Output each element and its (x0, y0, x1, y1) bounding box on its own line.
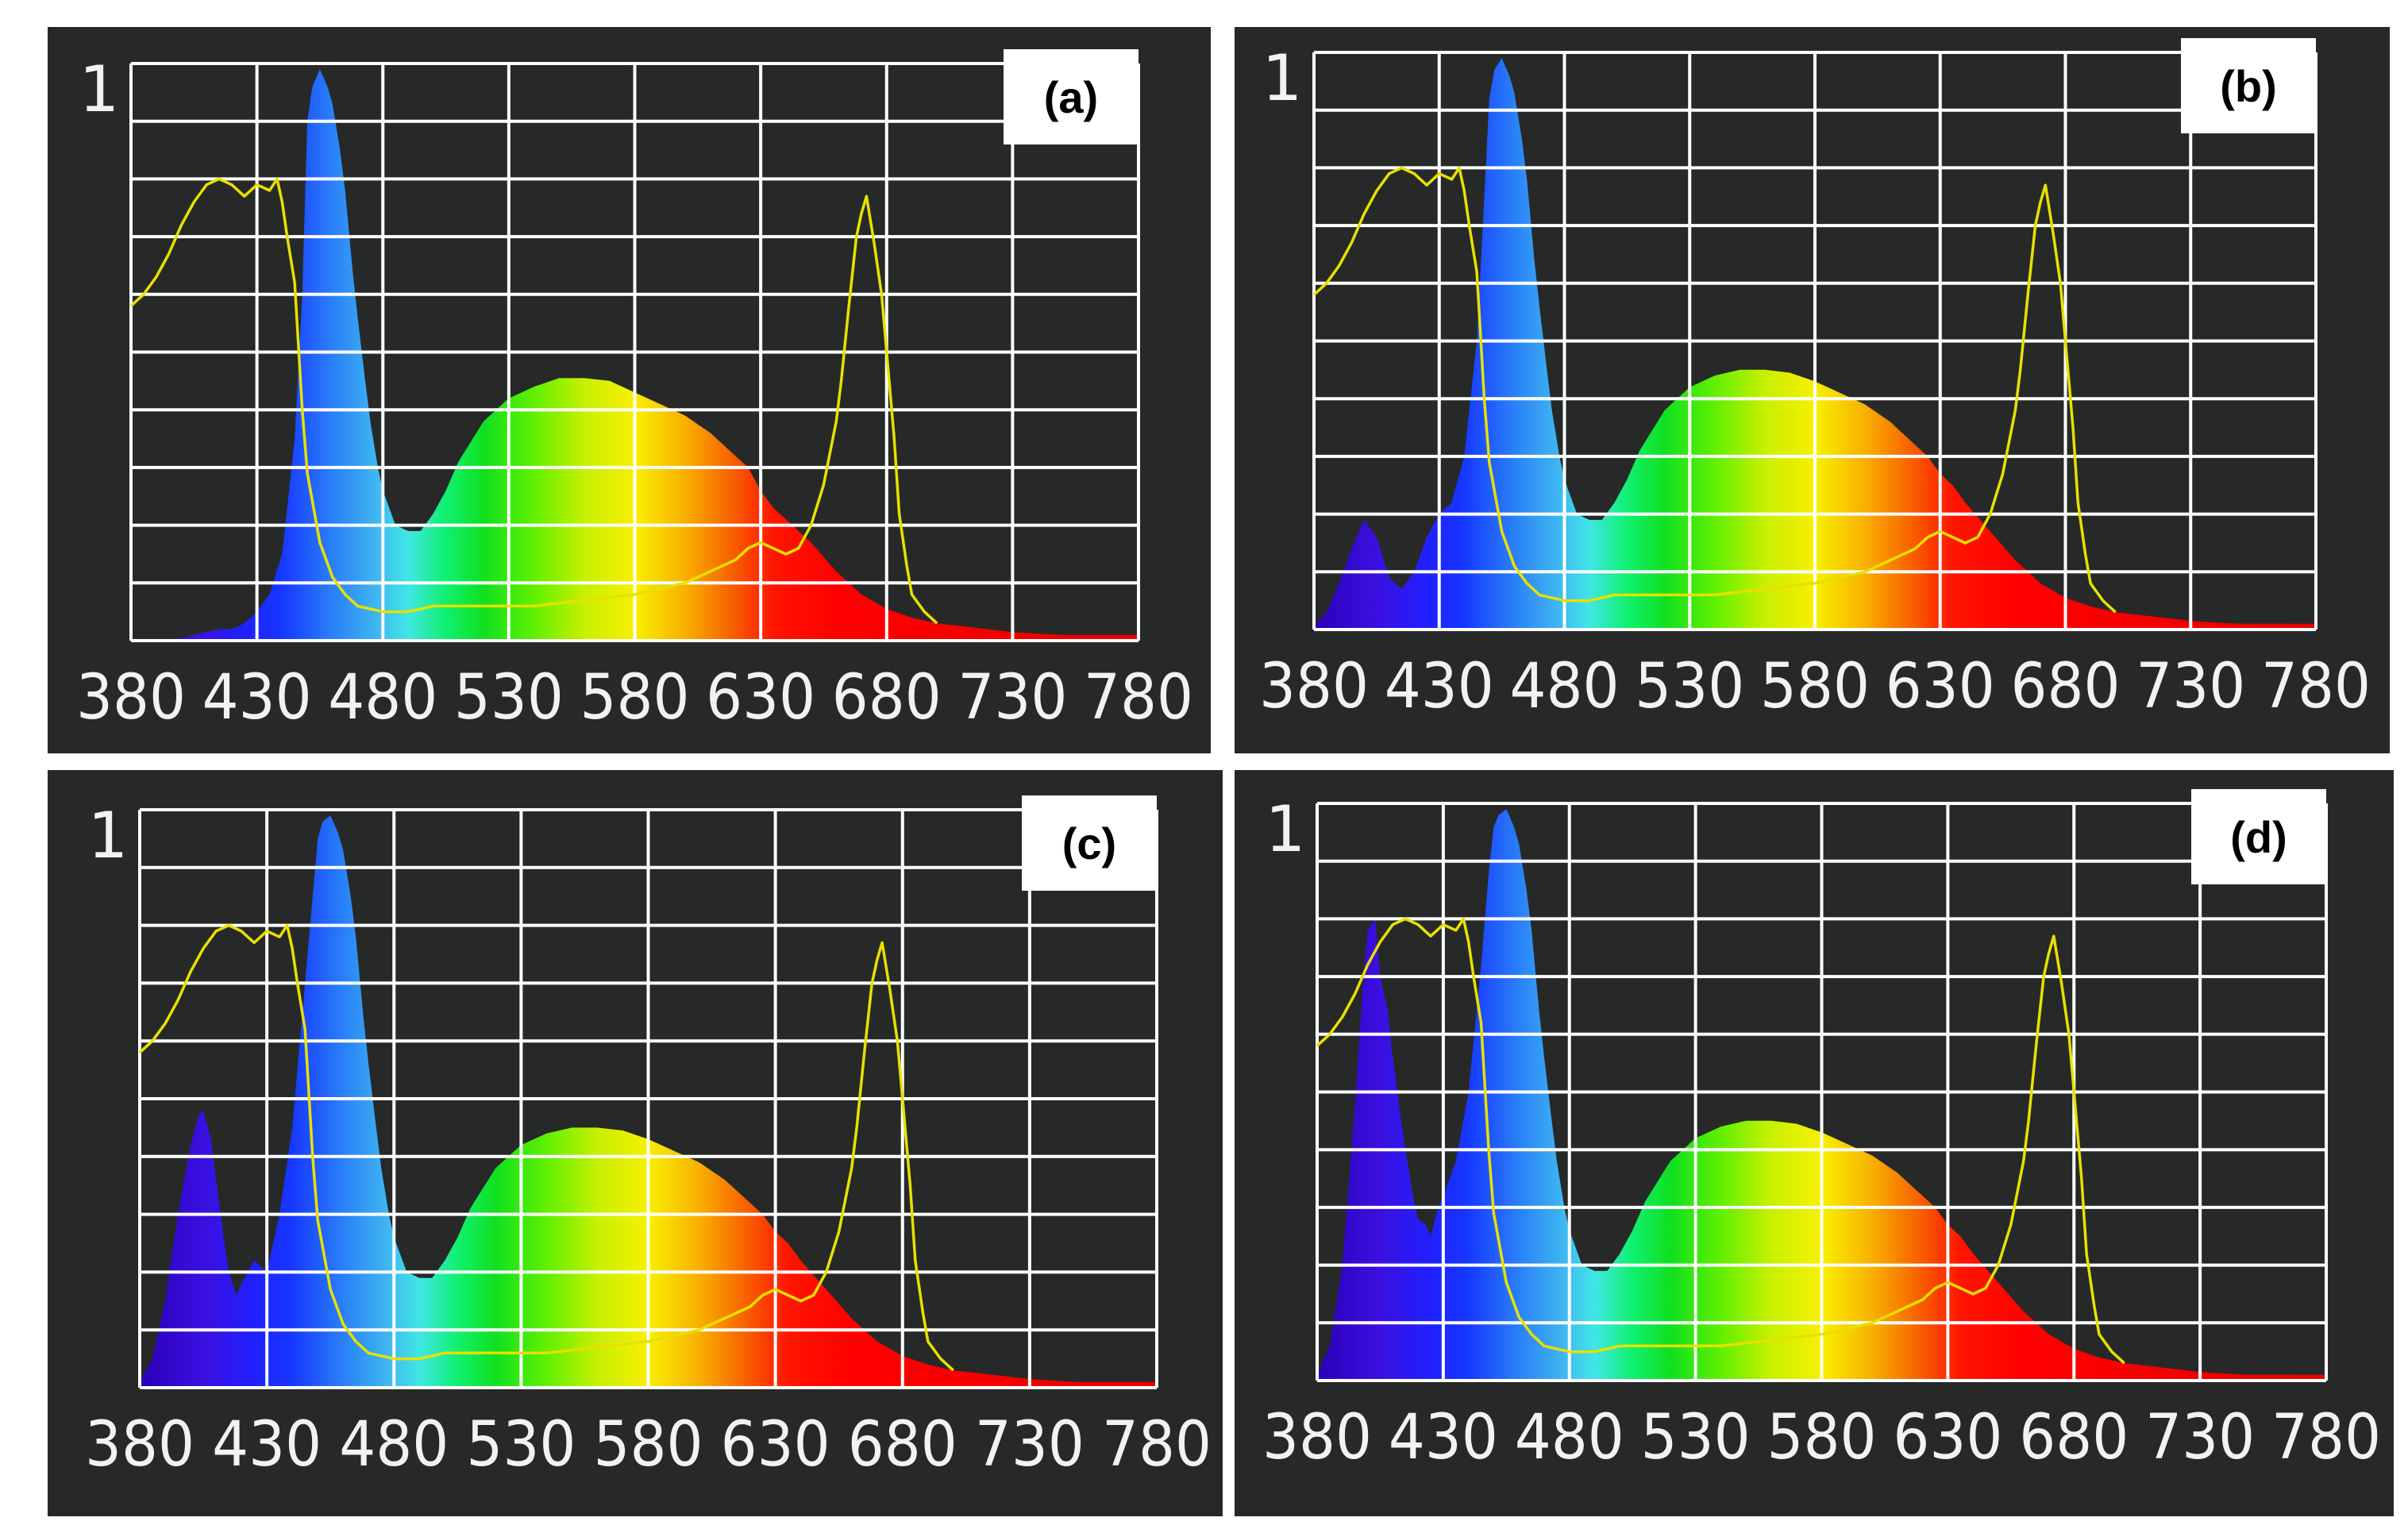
x-tick-label: 580 (580, 662, 690, 734)
x-tick-label: 380 (1259, 651, 1369, 722)
x-tick-label: 780 (1084, 662, 1193, 734)
x-tick-label: 380 (85, 1409, 195, 1481)
absorption-curve (138, 923, 954, 1372)
panel-c: 380 430 480 530 580 630 680 730 780 1 (c) (48, 770, 1223, 1516)
x-tick-label: 380 (76, 662, 186, 734)
x-tick-label: 530 (1641, 1402, 1751, 1473)
x-tick-label: 480 (328, 662, 437, 734)
x-tick-label: 780 (2271, 1402, 2381, 1473)
x-tick-label: 430 (1389, 1402, 1498, 1473)
y-top-label: 1 (79, 52, 120, 126)
x-tick-label: 780 (2261, 651, 2371, 722)
x-tick-label: 680 (848, 1409, 957, 1481)
x-tick-label: 480 (1515, 1402, 1624, 1473)
x-tick-label: 380 (1262, 1402, 1372, 1473)
x-tick-label: 580 (594, 1409, 703, 1481)
x-tick-label: 530 (1635, 651, 1744, 722)
x-tick-label: 730 (975, 1409, 1085, 1481)
x-tick-label: 630 (1886, 651, 1995, 722)
x-tick-label: 630 (706, 662, 815, 734)
grid (129, 62, 1140, 642)
x-tick-label: 730 (2136, 651, 2245, 722)
x-tick-label: 630 (1893, 1402, 2002, 1473)
x-tick-label: 730 (957, 662, 1067, 734)
x-tick-label: 430 (1385, 651, 1494, 722)
x-tick-label: 680 (2011, 651, 2121, 722)
panel-label-box (2191, 789, 2326, 884)
x-tick-label: 580 (1767, 1402, 1877, 1473)
x-tick-label: 530 (466, 1409, 576, 1481)
x-tick-label: 530 (454, 662, 564, 734)
x-tick-label: 430 (212, 1409, 322, 1481)
grid (1312, 51, 2317, 631)
panel-label-box (1022, 795, 1157, 891)
absorption-curve (1312, 166, 2117, 614)
y-top-label: 1 (1262, 41, 1303, 115)
panel-label: (a) (1044, 72, 1098, 122)
y-top-label: 1 (88, 799, 129, 872)
x-tick-label: 680 (2019, 1402, 2129, 1473)
panel-label-box (2181, 38, 2316, 133)
x-tick-label: 630 (721, 1409, 830, 1481)
panel-label: (b) (2220, 61, 2277, 111)
grid (138, 808, 1158, 1389)
x-tick-label: 730 (2145, 1402, 2255, 1473)
x-tick-label: 430 (202, 662, 312, 734)
x-tick-label: 580 (1760, 651, 1870, 722)
absorption-curve (129, 177, 938, 625)
absorption-curve (1316, 917, 2125, 1365)
panel-label: (c) (1062, 818, 1116, 868)
x-tick-label: 680 (832, 662, 942, 734)
panel-a: 380 430 480 530 580 630 680 730 780 1 (a) (48, 27, 1211, 753)
x-tick-label: 480 (1510, 651, 1620, 722)
panel-label-box (1004, 49, 1139, 144)
panel-b: 380 430 480 530 580 630 680 730 780 1 (b) (1235, 27, 2390, 753)
y-top-label: 1 (1266, 792, 1306, 866)
x-tick-label: 780 (1102, 1409, 1212, 1481)
x-tick-label: 480 (339, 1409, 449, 1481)
panel-d: 380 430 480 530 580 630 680 730 780 1 (d) (1235, 770, 2394, 1516)
panel-label: (d) (2230, 812, 2287, 862)
